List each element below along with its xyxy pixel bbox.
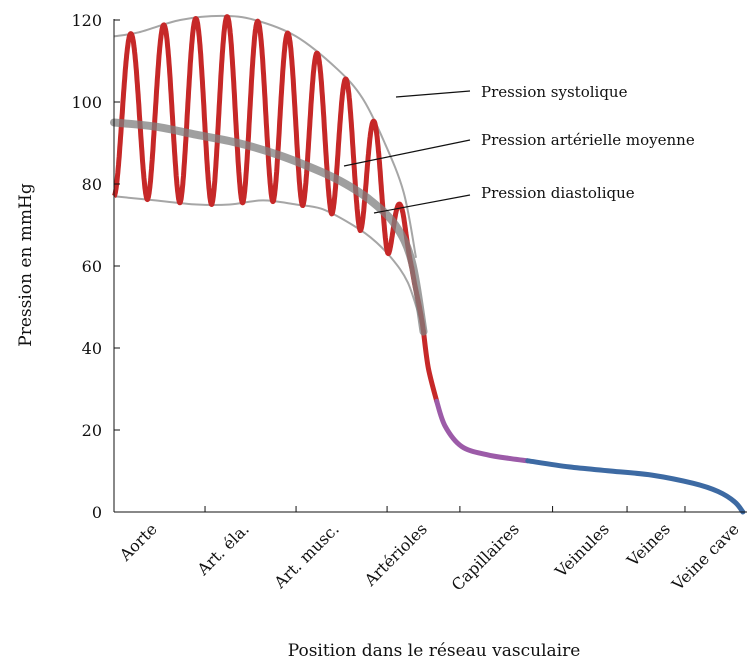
pulse-line	[111, 14, 426, 332]
x-axis-label: Position dans le réseau vasculaire	[288, 641, 581, 661]
x-tick-label: Veine cave	[667, 519, 742, 594]
annotation-leader-diastolique	[373, 194, 471, 214]
y-axis-label: Pression en mmHg	[16, 183, 36, 347]
y-tick-label: 0	[92, 503, 102, 522]
annotation-systolique: Pression systolique	[481, 83, 628, 101]
y-tick-label: 100	[71, 93, 102, 112]
y-tick-label: 120	[71, 11, 102, 30]
x-ticks: Aorte Art. éla. Art. musc. Artérioles Capill…	[113, 506, 743, 595]
annotation-diastolique: Pression diastolique	[481, 184, 635, 202]
arterial-drop-line	[421, 329, 440, 404]
x-tick-label: Veinules	[551, 519, 613, 581]
y-tick-label: 40	[82, 339, 102, 358]
y-tick-label: 20	[82, 421, 102, 440]
envelope-systolic	[113, 14, 417, 258]
axis-layer	[113, 19, 747, 513]
y-ticks: 0 20 40 60 80 100 120	[71, 11, 120, 522]
y-tick-label: 80	[82, 175, 102, 194]
tail-layer	[421, 329, 746, 515]
envelope-diastolic	[113, 195, 422, 320]
annotation-leader-moyenne	[343, 139, 471, 167]
capillary-line	[434, 398, 531, 464]
x-tick-label: Aorte	[115, 519, 161, 565]
envelope-layer	[113, 14, 422, 320]
x-tick-label: Veines	[622, 519, 673, 570]
pulse-layer	[111, 14, 426, 332]
x-tick-label: Capillaires	[448, 519, 523, 594]
mean-layer	[110, 118, 428, 336]
annotations: Pression systolique Pression artérielle …	[343, 83, 695, 214]
annotation-moyenne: Pression artérielle moyenne	[481, 131, 695, 149]
x-tick-label: Art. musc.	[270, 519, 343, 592]
x-tick-label: Art. éla.	[193, 519, 253, 579]
y-tick-label: 60	[82, 257, 102, 276]
venous-line	[525, 458, 746, 515]
mean-line	[110, 118, 428, 336]
x-tick-label: Artérioles	[360, 519, 431, 590]
annotation-leader-systolique	[395, 90, 471, 98]
